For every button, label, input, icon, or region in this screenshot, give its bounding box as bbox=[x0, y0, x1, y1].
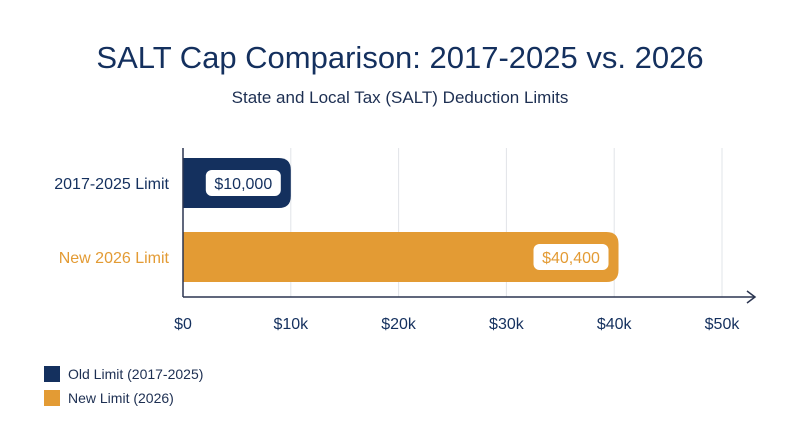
value-label-bg-1 bbox=[533, 244, 609, 270]
legend-swatch-new bbox=[44, 390, 60, 406]
legend-label-old: Old Limit (2017-2025) bbox=[68, 366, 204, 382]
x-tick-label-0: $0 bbox=[174, 316, 192, 333]
chart-subtitle: State and Local Tax (SALT) Deduction Lim… bbox=[231, 88, 569, 107]
legend-item-old: Old Limit (2017-2025) bbox=[44, 366, 203, 382]
x-tick-label-4: $40k bbox=[597, 316, 633, 333]
value-label-1: $40,400 bbox=[542, 250, 600, 267]
legend-item-new: New Limit (2026) bbox=[44, 390, 203, 406]
legend-swatch-old bbox=[44, 366, 60, 382]
legend: Old Limit (2017-2025) New Limit (2026) bbox=[44, 366, 203, 414]
value-label-0: $10,000 bbox=[214, 176, 272, 193]
x-tick-label-3: $30k bbox=[489, 316, 525, 333]
x-tick-label-5: $50k bbox=[705, 316, 741, 333]
chart-title: SALT Cap Comparison: 2017-2025 vs. 2026 bbox=[96, 40, 704, 75]
x-tick-label-1: $10k bbox=[273, 316, 309, 333]
bar-1 bbox=[183, 232, 619, 282]
x-tick-label-2: $20k bbox=[381, 316, 417, 333]
value-label-bg-0 bbox=[205, 170, 281, 196]
legend-label-new: New Limit (2026) bbox=[68, 390, 174, 406]
category-label-0: 2017-2025 Limit bbox=[54, 176, 169, 193]
category-label-1: New 2026 Limit bbox=[59, 250, 170, 267]
x-axis-arrow bbox=[746, 290, 757, 304]
